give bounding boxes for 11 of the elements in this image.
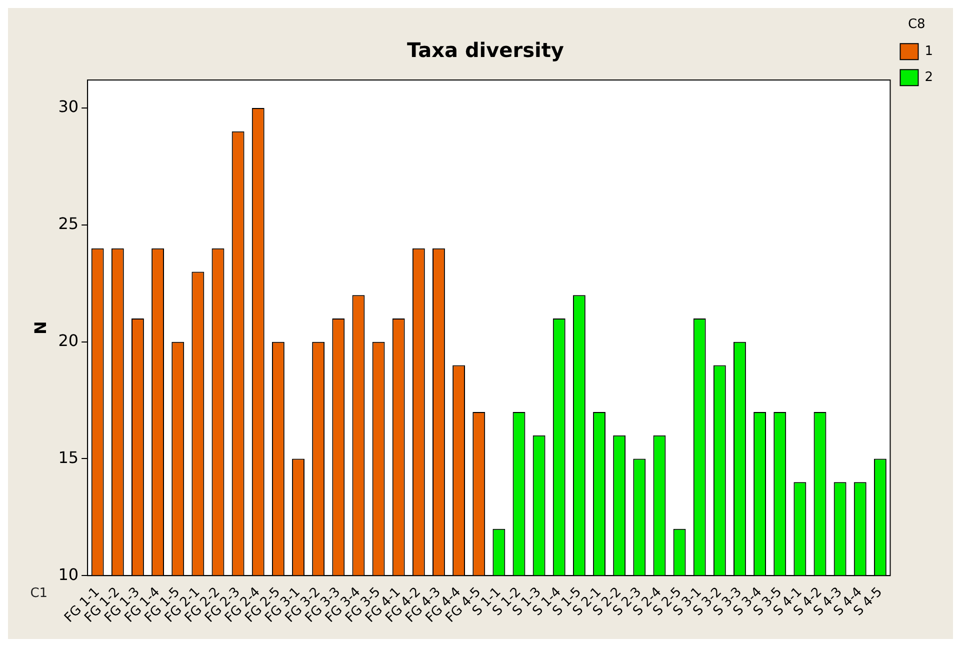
legend-title: C8 [908, 16, 926, 32]
y-tick-label: 20 [58, 330, 79, 350]
x-axis-title: C1 [30, 586, 48, 601]
y-axis-title: N [30, 321, 50, 335]
chart-title: Taxa diversity [407, 38, 564, 62]
y-tick-label: 10 [58, 564, 79, 584]
legend-label: 2 [924, 70, 934, 85]
legend-label: 1 [924, 44, 934, 59]
y-tick-label: 15 [58, 448, 79, 467]
y-tick-label: 30 [58, 97, 79, 116]
y-tick-label: 25 [58, 214, 79, 234]
